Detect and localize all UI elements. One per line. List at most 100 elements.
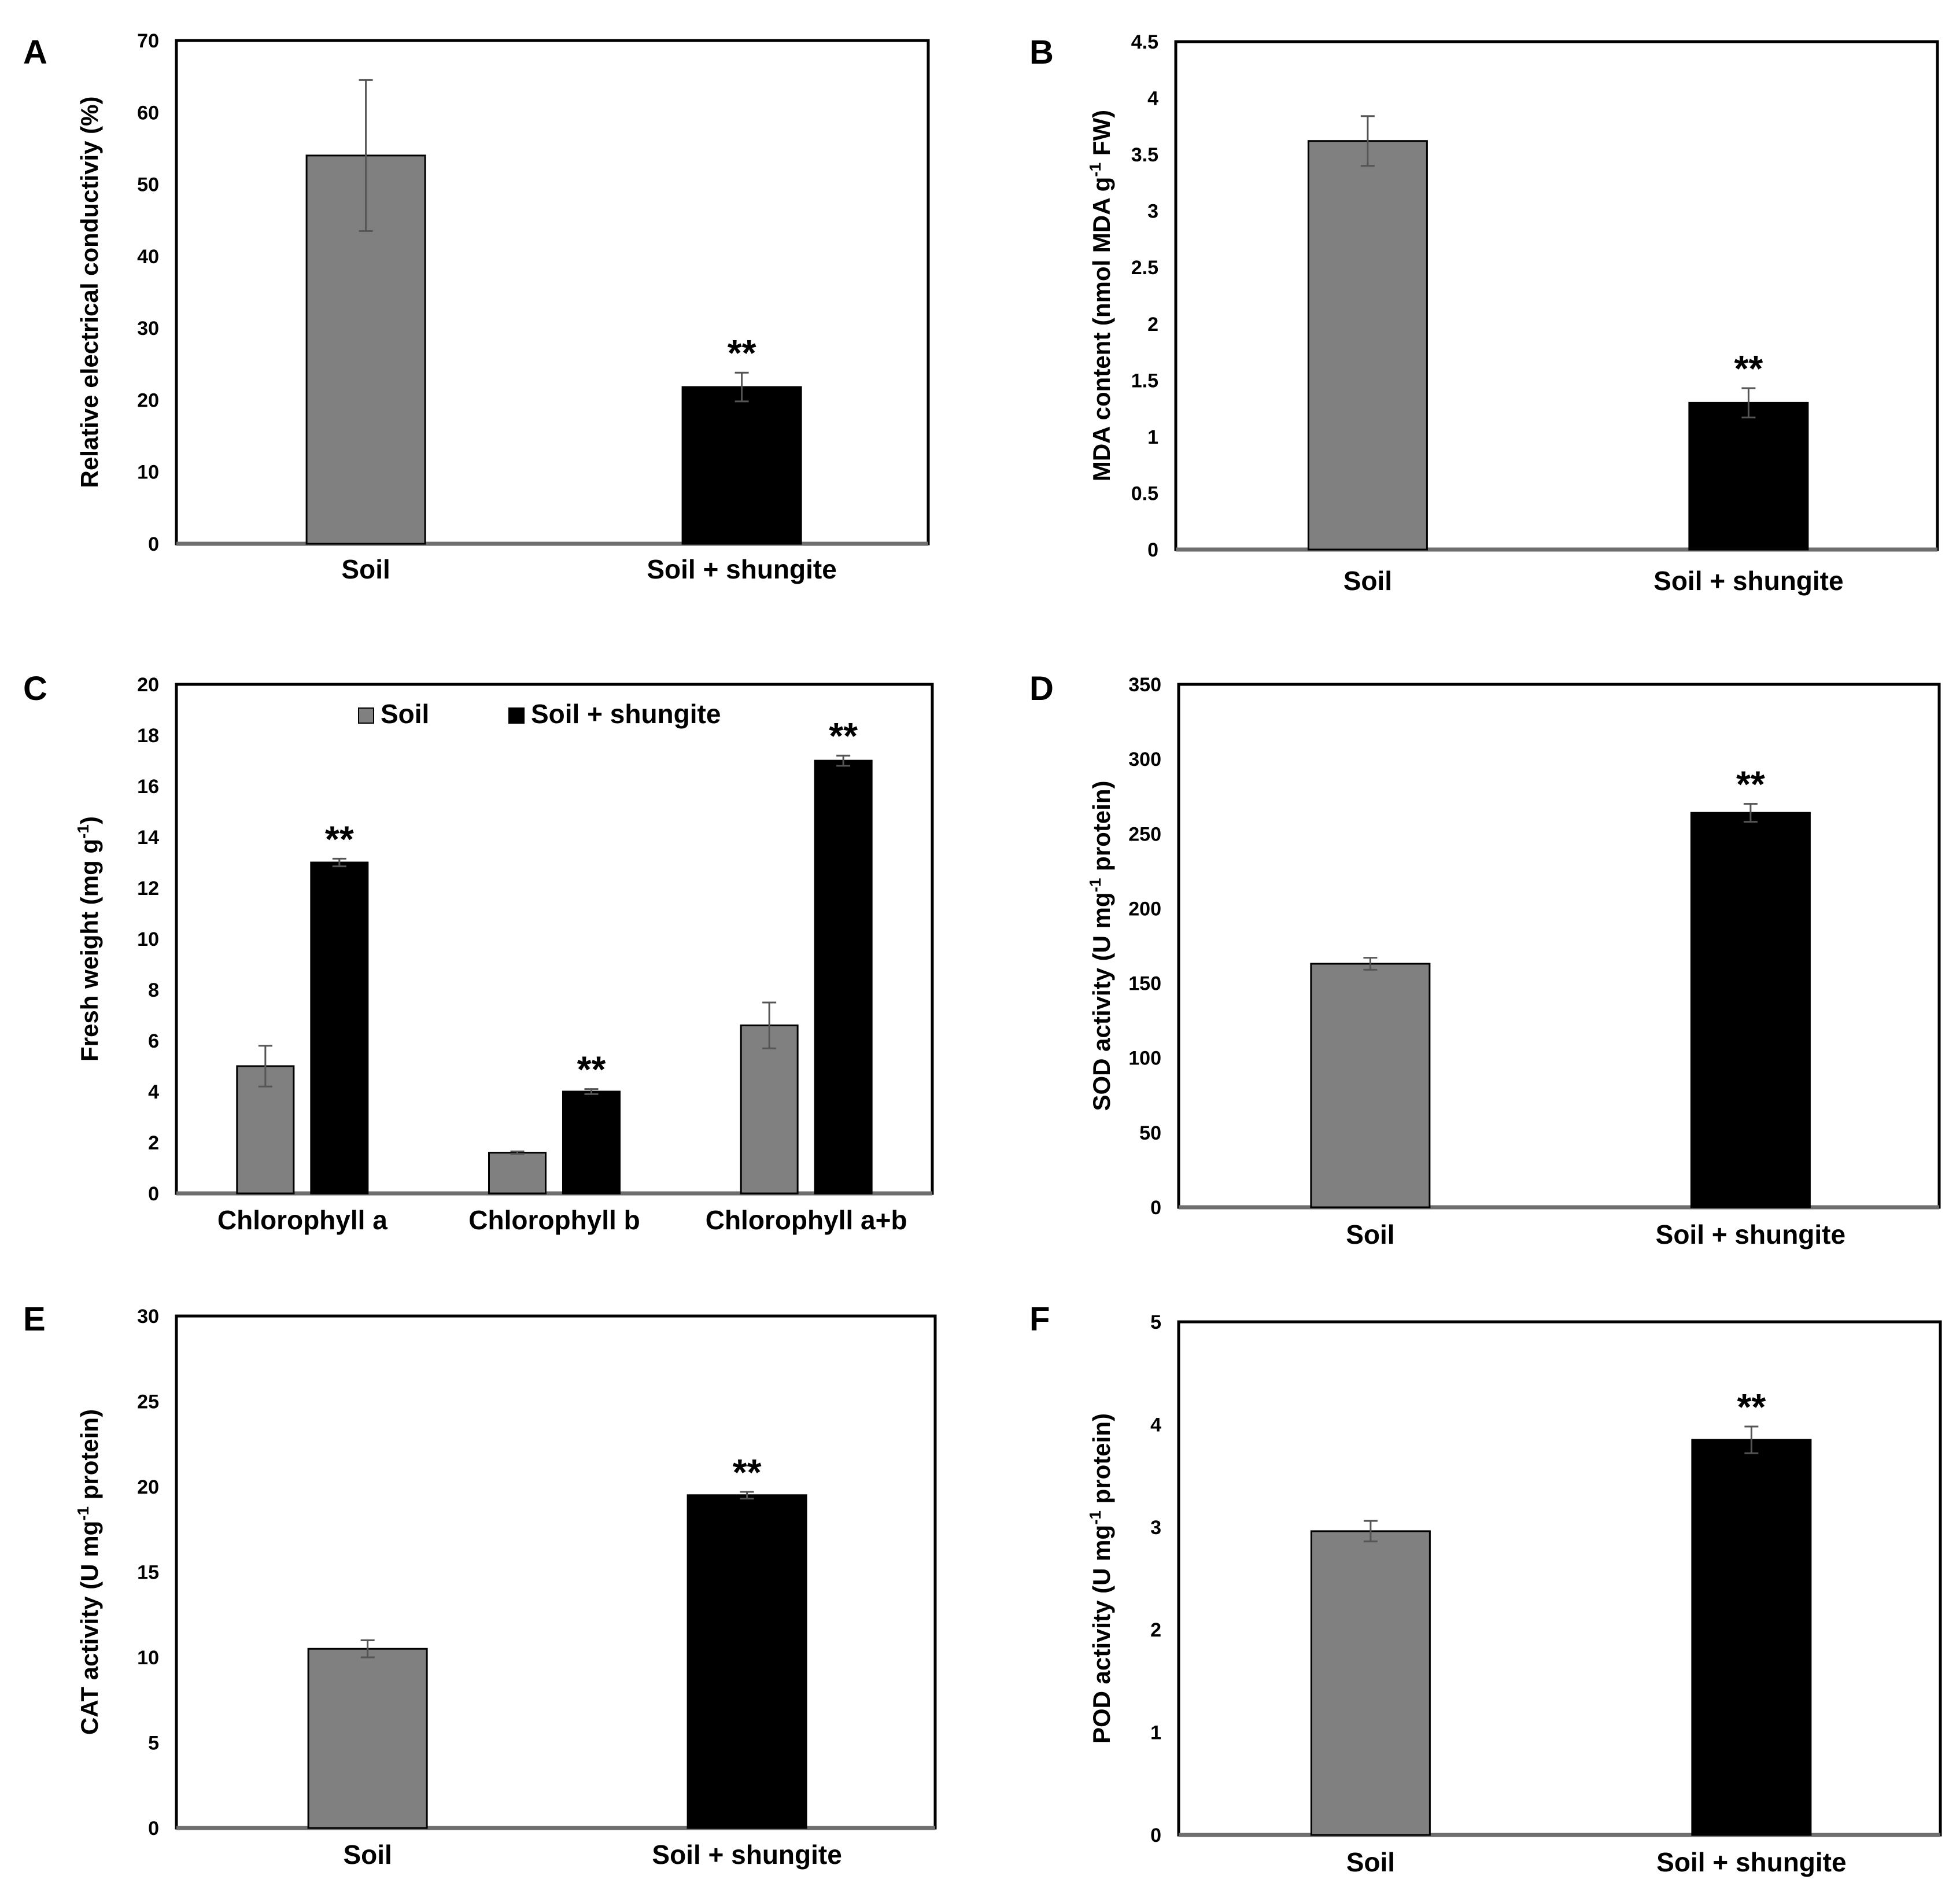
plot-frame bbox=[175, 39, 930, 546]
y-tick-label: 0.5 bbox=[1131, 482, 1158, 504]
y-tick-label: 70 bbox=[137, 30, 159, 52]
panel-label: E bbox=[23, 1300, 46, 1338]
y-tick-label: 4 bbox=[1147, 88, 1158, 110]
panel-e: E 0 5 10 15 20 25 30 CAT activity (U mg-1 protei… bbox=[23, 1300, 937, 1870]
panel-label: B bbox=[1029, 34, 1054, 71]
y-tick-label: 20 bbox=[137, 1476, 159, 1498]
significance-marker: ** bbox=[733, 1451, 762, 1493]
y-tick-label: 2 bbox=[1147, 314, 1158, 336]
significance-marker: ** bbox=[1734, 348, 1763, 389]
y-tick-label: 0 bbox=[148, 533, 159, 555]
y-tick-label: 250 bbox=[1128, 823, 1161, 845]
bar-soil bbox=[307, 1648, 428, 1829]
y-axis-title-end: protein) bbox=[1088, 781, 1115, 878]
y-tick-label: 3 bbox=[1150, 1517, 1161, 1539]
y-tick-label: 2 bbox=[1150, 1619, 1161, 1641]
y-tick-label: 4 bbox=[148, 1081, 159, 1103]
y-tick-label: 60 bbox=[137, 102, 159, 124]
plot-frame bbox=[1177, 683, 1941, 1209]
y-tick-label: 18 bbox=[137, 725, 159, 747]
y-tick-label: 150 bbox=[1128, 973, 1161, 995]
y-tick-label: 3 bbox=[1147, 201, 1158, 223]
y-tick-label: 1.5 bbox=[1131, 370, 1158, 392]
plot-frame bbox=[1177, 1320, 1942, 1837]
x-category-label: Soil bbox=[343, 1840, 392, 1870]
y-axis-title-main: POD activity (U mg bbox=[1088, 1525, 1115, 1744]
bar-soil bbox=[488, 1152, 547, 1195]
x-category-label: Soil bbox=[1343, 566, 1392, 596]
y-tick-label: 4 bbox=[1150, 1414, 1161, 1436]
y-tick-label: 0 bbox=[1150, 1825, 1161, 1847]
y-axis-title-superscript: -1 bbox=[74, 1506, 92, 1521]
bar-soil bbox=[1307, 140, 1428, 551]
panel-f: F 0 1 2 3 4 5 POD activity (U mg-1 protein) Soil… bbox=[1029, 1300, 1942, 1877]
y-axis-title-superscript: -1 bbox=[1086, 163, 1104, 177]
panel-label: C bbox=[23, 670, 47, 707]
y-tick-label: 0 bbox=[1150, 1197, 1161, 1219]
y-tick-label: 1 bbox=[1147, 426, 1158, 448]
legend-label: Soil + shungite bbox=[531, 699, 721, 729]
x-category-label: Soil bbox=[1346, 1847, 1395, 1877]
significance-marker: ** bbox=[325, 818, 354, 860]
significance-marker: ** bbox=[728, 332, 756, 374]
significance-marker: ** bbox=[1736, 764, 1765, 805]
bar-soil-shungite bbox=[1691, 1439, 1812, 1836]
panel-label: D bbox=[1029, 670, 1054, 707]
y-tick-label: 10 bbox=[137, 928, 159, 950]
y-tick-label: 30 bbox=[137, 1306, 159, 1328]
x-category-label: Soil bbox=[341, 554, 390, 584]
panel-c: C 0 2 4 6 8 10 12 14 16 18 20 Fresh weight (mg g-1) C… bbox=[23, 670, 934, 1235]
bar-soil-shungite bbox=[562, 1090, 621, 1195]
y-axis-title-end: ) bbox=[76, 816, 103, 824]
bar-soil bbox=[1310, 963, 1431, 1208]
y-tick-label: 5 bbox=[148, 1733, 159, 1755]
x-category-label: Chlorophyll a bbox=[217, 1205, 387, 1235]
y-axis-title: Fresh weight (mg g-1) bbox=[74, 816, 103, 1062]
y-tick-label: 100 bbox=[1128, 1048, 1161, 1070]
y-tick-label: 20 bbox=[137, 674, 159, 696]
legend-swatch bbox=[358, 707, 374, 724]
legend-label: Soil bbox=[381, 699, 429, 729]
y-tick-label: 10 bbox=[137, 462, 159, 484]
y-tick-label: 2.5 bbox=[1131, 257, 1158, 279]
bar-soil-shungite bbox=[686, 1494, 807, 1829]
x-category-label: Soil bbox=[1346, 1219, 1394, 1250]
y-axis-title-end: protein) bbox=[1088, 1413, 1115, 1510]
panel-label: A bbox=[23, 34, 47, 71]
bar-soil-shungite bbox=[1688, 401, 1809, 551]
bar-soil-shungite bbox=[814, 760, 873, 1195]
x-category-label: Soil + shungite bbox=[1656, 1219, 1845, 1250]
y-tick-label: 15 bbox=[137, 1562, 159, 1584]
y-tick-label: 0 bbox=[1147, 539, 1158, 561]
bar-soil-shungite bbox=[1690, 812, 1811, 1208]
y-tick-label: 16 bbox=[137, 776, 159, 798]
y-axis-title: POD activity (U mg-1 protein) bbox=[1086, 1413, 1115, 1744]
y-tick-label: 0 bbox=[148, 1818, 159, 1840]
y-tick-label: 14 bbox=[137, 827, 159, 849]
y-tick-label: 200 bbox=[1128, 898, 1161, 920]
x-category-label: Chlorophyll a+b bbox=[706, 1205, 907, 1235]
bar-soil-shungite bbox=[681, 386, 802, 545]
panel-label: F bbox=[1029, 1300, 1050, 1338]
y-axis-title: SOD activity (U mg-1 protein) bbox=[1086, 781, 1115, 1111]
y-tick-label: 3.5 bbox=[1131, 144, 1158, 166]
significance-marker: ** bbox=[577, 1049, 606, 1090]
y-tick-label: 1 bbox=[1150, 1722, 1161, 1744]
x-category-label: Soil + shungite bbox=[647, 554, 836, 584]
y-axis-title-main: Relative electrical conductiviy (%) bbox=[76, 97, 103, 488]
y-tick-label: 0 bbox=[148, 1183, 159, 1205]
y-axis-title: Relative electrical conductiviy (%) bbox=[76, 97, 103, 488]
bar-soil-shungite bbox=[310, 861, 369, 1195]
y-axis-title: MDA content (nmol MDA g-1 FW) bbox=[1086, 110, 1115, 481]
y-axis-title-main: SOD activity (U mg bbox=[1088, 892, 1115, 1111]
y-tick-label: 6 bbox=[148, 1030, 159, 1052]
y-axis-title-main: CAT activity (U mg bbox=[76, 1521, 103, 1735]
plot-frame bbox=[175, 1314, 937, 1830]
y-tick-label: 40 bbox=[137, 246, 159, 268]
panel-a: A 0 10 20 30 40 50 60 70 Relative electrical cond… bbox=[23, 30, 930, 584]
y-tick-label: 50 bbox=[1139, 1122, 1161, 1144]
y-axis-title-end: FW) bbox=[1088, 110, 1115, 163]
y-tick-label: 12 bbox=[137, 878, 159, 900]
panel-b: B 0 0.5 1 1.5 2 2.5 3 3.5 4 4.5 MDA content (nmol M… bbox=[1029, 31, 1939, 596]
